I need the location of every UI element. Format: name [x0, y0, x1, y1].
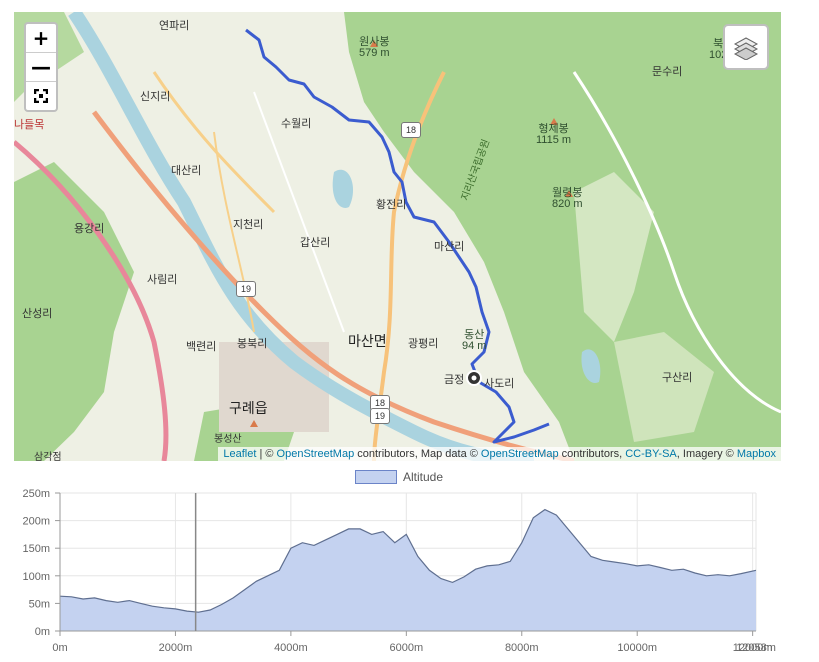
osm-link[interactable]: OpenStreetMap	[276, 448, 355, 460]
zoom-control: + —	[24, 22, 58, 112]
place-bongseongsan: 봉성산	[214, 434, 242, 445]
river	[68, 12, 535, 461]
chart-legend[interactable]: Altitude	[355, 470, 443, 484]
y-tick-label: 150m	[22, 543, 50, 555]
road-minor1	[152, 71, 276, 214]
place-masanmyeon: 마산면	[348, 333, 387, 349]
place-geumjeong: 금정	[444, 374, 465, 386]
place-masanri: 마산리	[434, 241, 465, 253]
map-tiles	[14, 12, 781, 461]
road-minor2	[213, 131, 255, 333]
forest-west	[14, 162, 134, 461]
road-white1	[253, 91, 345, 333]
place-yeonpari: 연파리	[159, 20, 190, 32]
place-munsuri: 문수리	[652, 66, 683, 78]
road-19	[14, 140, 169, 461]
legend-label: Altitude	[403, 470, 444, 484]
zoom-out-button[interactable]: —	[26, 53, 56, 82]
valley-light2	[614, 332, 714, 442]
place-sanseongri: 산성리	[22, 308, 53, 320]
place-sadori: 사도리	[484, 378, 515, 390]
route-shield-19b: 19	[370, 408, 390, 424]
place-hwangjeonri: 황전리	[376, 199, 407, 211]
route-shield-18: 18	[401, 122, 421, 138]
lake	[332, 169, 354, 208]
x-tick-label: 0m	[52, 642, 67, 654]
road-white2	[572, 71, 781, 414]
y-tick-label: 50m	[29, 598, 50, 610]
peak-woryeongbong: 월령봉 820 m	[552, 187, 583, 210]
x-end-label: 12058m	[736, 642, 776, 654]
valley-light	[574, 172, 654, 342]
altitude-line	[59, 508, 757, 613]
gps-track	[245, 28, 550, 444]
place-baekryeonri: 백련리	[186, 341, 217, 353]
map-attribution: Leaflet | © OpenStreetMap contributors, …	[218, 447, 781, 461]
x-tick-label: 2000m	[159, 642, 193, 654]
x-tick-label: 6000m	[390, 642, 424, 654]
osm-link-2[interactable]: OpenStreetMap	[480, 448, 559, 460]
peak-wonsabong: 원사봉 579 m	[359, 36, 390, 59]
peak-dongsan: 동산 94 m	[462, 329, 487, 352]
fullscreen-icon	[33, 88, 49, 104]
x-tick-label: 8000m	[505, 642, 539, 654]
place-gusanri: 구산리	[662, 372, 693, 384]
place-sinjiri: 신지리	[140, 91, 171, 103]
place-gapsanri: 갑산리	[300, 237, 331, 249]
y-tick-label: 100m	[22, 571, 50, 583]
place-samgakjeom: 삼각점	[34, 452, 62, 461]
peak-hyeongjebong: 형제봉 1115 m	[536, 123, 572, 146]
place-bongbukri: 봉북리	[237, 338, 268, 350]
place-gwangpyeongri: 광평리	[408, 338, 439, 350]
elevation-chart[interactable]: 0m 50m 100m 150m 200m 250m 0m 2000m 4000m 6000m 80…	[0, 462, 819, 662]
place-daesanri: 대산리	[171, 165, 202, 177]
x-tick-label: 4000m	[274, 642, 308, 654]
x-tick-label: 10000m	[617, 642, 657, 654]
place-jicheonri: 지천리	[233, 219, 264, 231]
y-tick-label: 250m	[22, 488, 50, 500]
leaflet-link[interactable]: Leaflet	[223, 448, 257, 460]
fullscreen-button[interactable]	[26, 82, 56, 110]
layers-icon	[733, 37, 759, 60]
place-suwolri: 수월리	[281, 118, 312, 130]
legend-swatch	[355, 470, 397, 484]
route-shield-19: 19	[236, 281, 256, 297]
license-link[interactable]: CC-BY-SA	[625, 448, 677, 460]
peak-buk: 북 102	[709, 38, 728, 61]
place-sarimri: 사림리	[147, 274, 178, 286]
y-tick-label: 0m	[35, 626, 50, 638]
mapbox-link[interactable]: Mapbox	[736, 448, 776, 460]
zoom-in-button[interactable]: +	[26, 24, 56, 53]
road-major	[92, 110, 575, 461]
map-view[interactable]: 연파리 신지리 대산리 수월리 용강리 지천리 갑산리 황전리 마산리 사림리 …	[14, 12, 781, 461]
altitude-area	[60, 509, 756, 631]
place-nadeul: 나들목	[14, 119, 45, 131]
layers-button[interactable]	[723, 24, 769, 70]
x-tick-label: 12000m	[733, 642, 773, 654]
place-yonggangri: 용강리	[74, 223, 105, 235]
y-tick-label: 200m	[22, 516, 50, 528]
forest-east	[344, 12, 781, 461]
reservoir	[581, 349, 601, 383]
place-gurye: 구례읍	[229, 400, 268, 416]
